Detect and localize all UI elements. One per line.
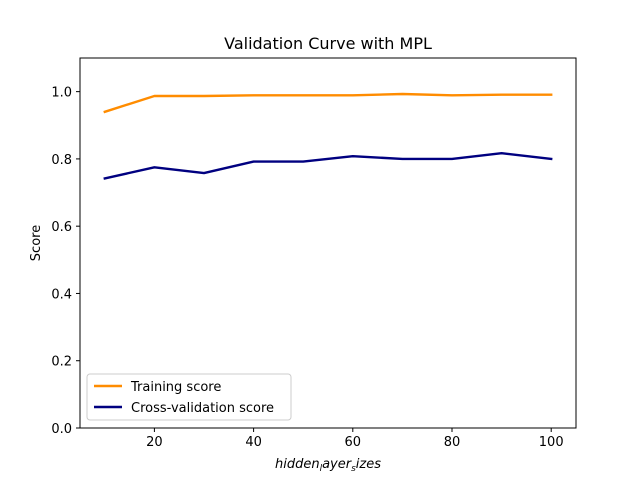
- y-tick-label: 0.4: [51, 287, 72, 302]
- legend-box: [86, 373, 292, 421]
- y-tick-label: 0.6: [51, 220, 72, 235]
- y-axis-ticks: 0.0 0.2 0.4 0.6 0.8 1.0: [51, 86, 80, 437]
- x-tick-label: 40: [245, 435, 262, 450]
- x-tick-label: 20: [146, 435, 163, 450]
- x-tick-label: 60: [345, 435, 362, 450]
- y-tick-label: 0.2: [51, 355, 72, 370]
- legend: Training score Cross-validation score: [86, 373, 292, 421]
- series-line-cross-validation: [103, 151, 553, 180]
- legend-label-training: Training score: [130, 380, 221, 395]
- y-tick-label: 0.8: [51, 153, 72, 168]
- series-lines: [103, 92, 553, 180]
- x-axis-label: hiddenlayersizes: [275, 457, 381, 474]
- series-line-training: [103, 92, 553, 114]
- x-tick-label: 80: [444, 435, 461, 450]
- legend-label-cross-validation: Cross-validation score: [131, 401, 274, 416]
- y-tick-label: 0.0: [51, 422, 72, 437]
- chart-title: Validation Curve with MPL: [224, 34, 432, 53]
- axes-frame: [79, 57, 577, 429]
- x-tick-label: 100: [539, 435, 564, 450]
- x-axis-ticks: 20 40 60 80 100: [146, 428, 564, 450]
- y-tick-label: 1.0: [51, 86, 72, 101]
- y-axis-label: Score: [29, 225, 44, 261]
